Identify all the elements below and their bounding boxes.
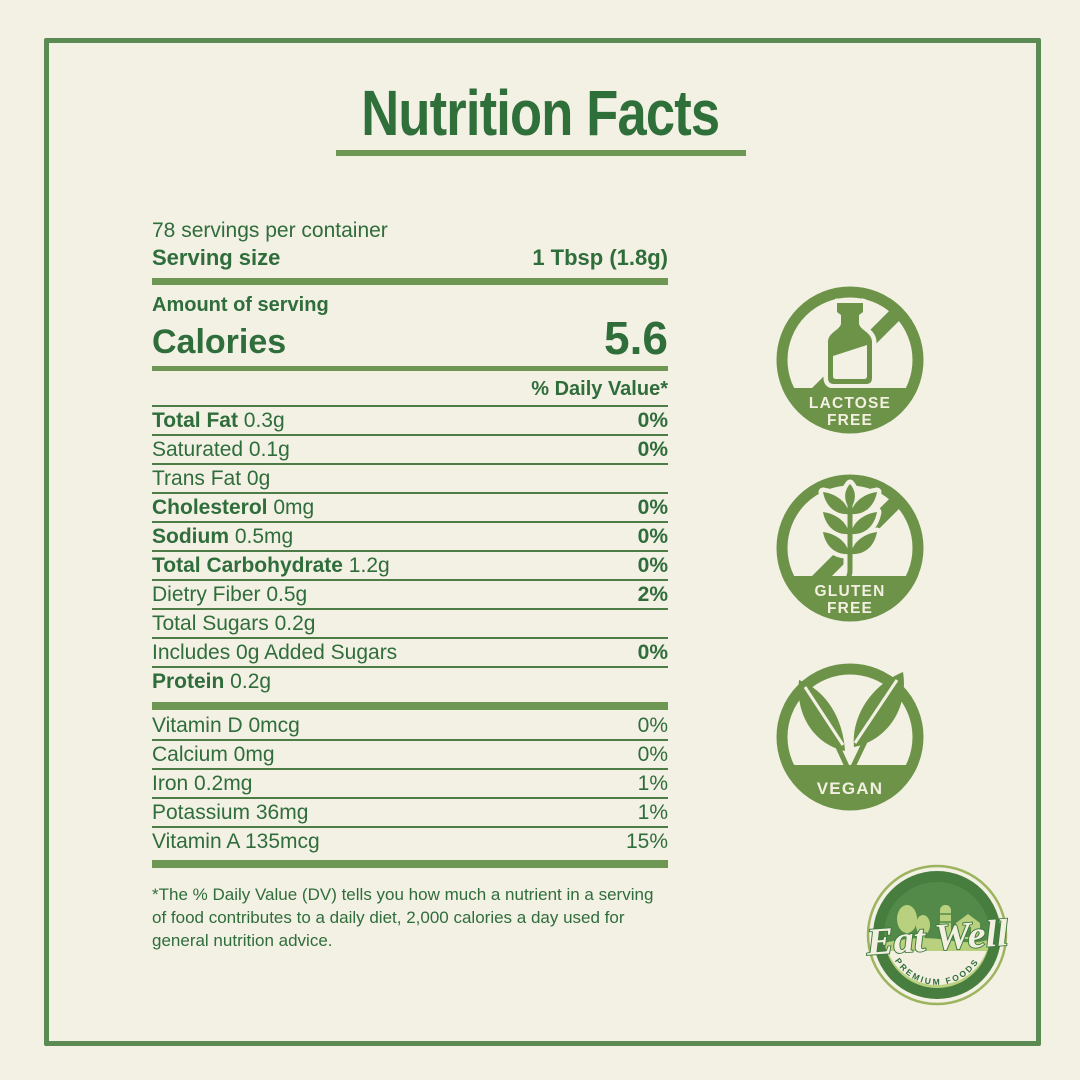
table-row: Calcium 0mg 0% bbox=[152, 741, 668, 770]
logo-wordmark: Eat Well bbox=[864, 912, 1010, 964]
table-row: Total Sugars 0.2g bbox=[152, 610, 668, 639]
title-underline bbox=[336, 150, 746, 156]
badge-label: FREE bbox=[827, 412, 873, 429]
badge-label: VEGAN bbox=[817, 779, 883, 798]
serving-size-value: 1 Tbsp (1.8g) bbox=[532, 245, 668, 270]
badge-label: FREE bbox=[827, 600, 873, 617]
leaves-icon bbox=[798, 672, 904, 775]
daily-value-header: % Daily Value* bbox=[152, 371, 668, 407]
table-row: Saturated 0.1g 0% bbox=[152, 436, 668, 465]
badge-label: GLUTEN bbox=[815, 583, 886, 600]
table-row: Vitamin A 135mcg 15% bbox=[152, 830, 668, 853]
vitamins-section: Vitamin D 0mcg 0% Calcium 0mg 0% Iron 0.… bbox=[152, 712, 668, 855]
table-row: Cholesterol 0mg 0% bbox=[152, 494, 668, 523]
servings-per-container: 78 servings per container bbox=[152, 219, 388, 242]
badge-label: LACTOSE bbox=[809, 395, 891, 412]
page-title: Nutrition Facts bbox=[0, 76, 1080, 150]
badge-banner bbox=[782, 765, 918, 810]
page-title-text: Nutrition Facts bbox=[361, 77, 720, 149]
divider-bar bbox=[152, 366, 668, 371]
calories-label: Calories bbox=[152, 323, 287, 361]
divider-bar bbox=[152, 702, 668, 710]
nutrition-facts-panel: 78 servings per container Serving size 1… bbox=[152, 218, 668, 952]
calories-row: Calories 5.6 bbox=[152, 312, 668, 364]
table-row: Iron 0.2mg 1% bbox=[152, 770, 668, 799]
page-border bbox=[44, 38, 1041, 1046]
logo-outer-ring bbox=[866, 864, 1008, 1006]
table-row: Vitamin D 0mcg 0% bbox=[152, 712, 668, 741]
serving-size-row: Serving size 1 Tbsp (1.8g) bbox=[152, 245, 668, 271]
daily-value-footnote: *The % Daily Value (DV) tells you how mu… bbox=[152, 885, 654, 950]
badge-banner bbox=[782, 576, 918, 621]
divider-bar bbox=[152, 860, 668, 868]
table-row: Protein 0.2g bbox=[152, 670, 272, 693]
table-row: Dietry Fiber 0.5g 2% bbox=[152, 581, 668, 610]
logo-bottom-band bbox=[887, 951, 987, 986]
amount-of-serving-label: Amount of serving bbox=[152, 294, 329, 316]
table-row: Trans Fat 0g bbox=[152, 465, 668, 494]
table-row: Potassium 36mg 1% bbox=[152, 799, 668, 828]
badge-banner bbox=[782, 388, 918, 433]
milk-bottle-icon bbox=[823, 298, 877, 389]
calories-value: 5.6 bbox=[604, 312, 668, 364]
divider-bar bbox=[152, 278, 668, 285]
eat-well-logo: PREMIUM FOODS Eat Well bbox=[863, 864, 1011, 1006]
table-row: Includes 0g Added Sugars 0% bbox=[152, 639, 668, 668]
table-row: Total Fat 0.3g 0% bbox=[152, 407, 668, 436]
table-row: Total Carbohydrate 1.2g 0% bbox=[152, 552, 668, 581]
lactose-free-badge: LACTOSE FREE bbox=[776, 286, 924, 434]
serving-size-label: Serving size bbox=[152, 245, 281, 270]
table-row: Sodium 0.5mg 0% bbox=[152, 523, 668, 552]
gluten-free-badge: GLUTEN FREE bbox=[776, 474, 924, 622]
vegan-badge: VEGAN bbox=[776, 663, 924, 811]
